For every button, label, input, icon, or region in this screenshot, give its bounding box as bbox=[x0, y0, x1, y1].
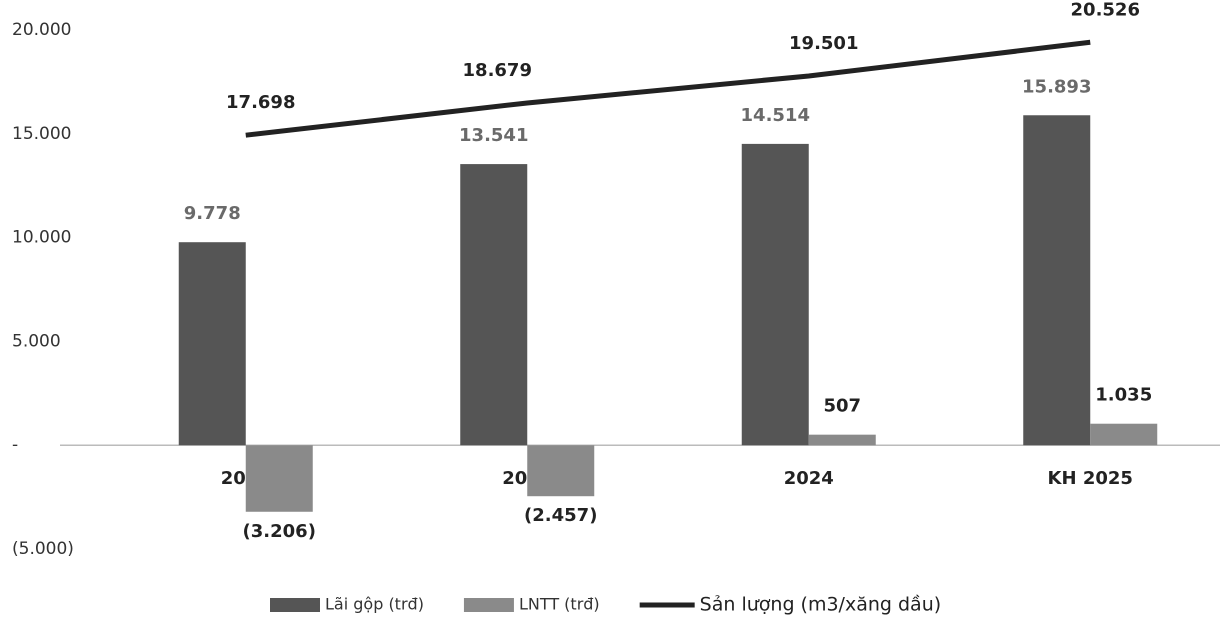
data-label: 15.893 bbox=[1022, 76, 1091, 97]
y-tick-label: - bbox=[12, 435, 18, 455]
y-tick-label: 20.000 bbox=[12, 20, 71, 40]
y-tick-label: 10.000 bbox=[12, 228, 71, 248]
bar bbox=[1023, 115, 1091, 446]
bar bbox=[245, 445, 313, 512]
data-label: 9.778 bbox=[184, 203, 241, 224]
legend-swatch bbox=[270, 598, 320, 612]
data-label: 19.501 bbox=[789, 33, 858, 54]
bar bbox=[808, 434, 876, 446]
y-tick-label: 15.000 bbox=[12, 124, 71, 144]
data-label: (2.457) bbox=[524, 505, 597, 526]
y-tick-label: 5.000 bbox=[12, 331, 61, 351]
data-label: (3.206) bbox=[243, 521, 316, 542]
x-tick-label: KH 2025 bbox=[1048, 468, 1133, 489]
bar bbox=[527, 445, 595, 497]
y-tick-label: (5.000) bbox=[12, 539, 74, 559]
data-label: 20.526 bbox=[1071, 0, 1140, 20]
data-label: 18.679 bbox=[463, 60, 532, 81]
data-label: 17.698 bbox=[226, 92, 295, 113]
data-label: 507 bbox=[823, 396, 861, 417]
data-label: 14.514 bbox=[741, 105, 810, 126]
x-tick-label: 2024 bbox=[784, 468, 834, 489]
line bbox=[245, 39, 1091, 138]
data-label: 13.541 bbox=[459, 125, 528, 146]
legend-swatch bbox=[463, 598, 514, 612]
bar bbox=[178, 242, 246, 446]
bar bbox=[1090, 423, 1158, 446]
legend-label: Sản lượng (m3/xăng dầu) bbox=[700, 594, 941, 616]
data-label: 1.035 bbox=[1095, 385, 1152, 406]
legend-label: Lãi gộp (trđ) bbox=[325, 595, 424, 614]
bar bbox=[741, 143, 809, 446]
bar bbox=[460, 164, 528, 446]
legend-label: LNTT (trđ) bbox=[519, 595, 600, 614]
